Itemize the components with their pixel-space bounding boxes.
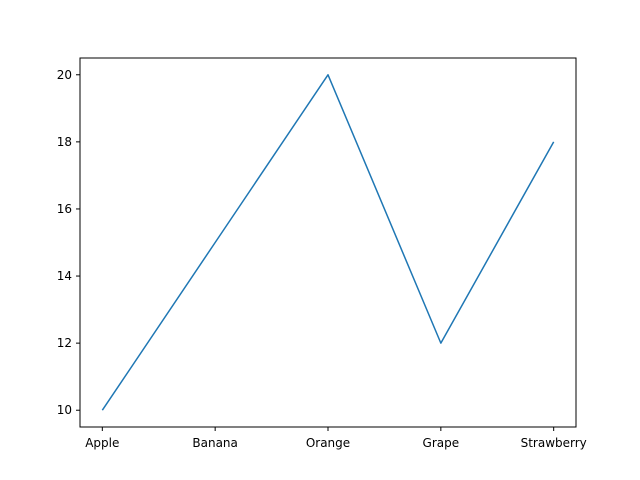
y-tick-label: 14 xyxy=(57,269,72,283)
y-tick-label: 12 xyxy=(57,336,72,350)
y-tick-label: 16 xyxy=(57,202,72,216)
x-tick-label: Banana xyxy=(192,436,238,450)
x-tick-label: Grape xyxy=(423,436,460,450)
plot-area xyxy=(79,57,577,428)
y-tick-label: 18 xyxy=(57,135,72,149)
y-tick-label: 20 xyxy=(57,68,72,82)
y-axis: 10 12 14 16 18 20 xyxy=(57,68,80,417)
x-tick-label: Apple xyxy=(85,436,119,450)
x-axis: Apple Banana Orange Grape Strawberry xyxy=(85,427,587,450)
y-tick-label: 10 xyxy=(57,403,72,417)
series-layer xyxy=(101,74,555,411)
axes-frame xyxy=(79,57,577,428)
series-line xyxy=(101,74,555,411)
x-tick-label: Strawberry xyxy=(521,436,587,450)
x-tick-label: Orange xyxy=(306,436,350,450)
